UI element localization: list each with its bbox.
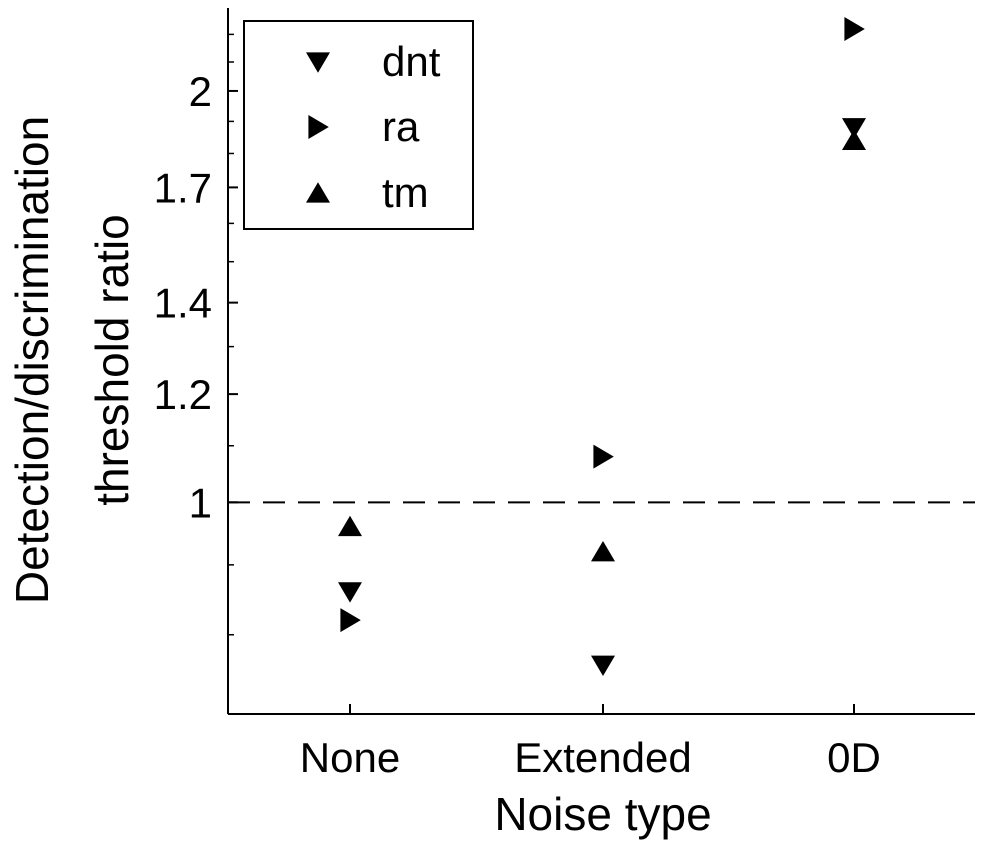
ticks: 1 1.2 1.4 1.7 2 None Extended 0D [154,33,881,781]
x-tick-label: None [300,734,400,781]
data-points [338,17,866,676]
data-point-tm [591,541,615,562]
x-tick-label: 0D [827,734,881,781]
axes [227,8,975,715]
data-point-tm [338,515,362,537]
y-tick-label: 1.4 [154,280,212,327]
legend-label-tm: tm [382,169,429,216]
data-point-ra [593,444,614,469]
y-tick-label: 2 [189,68,212,115]
data-point-ra [844,17,865,42]
data-point-dnt [338,582,362,603]
legend-marker-tm [306,182,330,203]
data-point-dnt [842,118,866,139]
legend-marker-dnt [306,52,330,73]
legend-label-ra: ra [382,103,420,150]
legend: dnt ra tm [243,20,474,230]
data-point-tm [842,129,866,151]
legend-box [243,20,474,230]
y-axis-title-line-1: Detection/discrimination [6,116,58,604]
legend-label-dnt: dnt [382,38,441,85]
x-axis-title: Noise type [494,788,711,840]
legend-marker-ra [308,115,329,139]
axis-titles: Noise type Detection/discrimination thre… [6,116,712,840]
data-point-ra [340,608,361,633]
x-tick-label: Extended [514,734,691,781]
y-axis-title-line-2: threshold ratio [86,214,138,506]
data-point-dnt [591,655,615,676]
y-tick-label: 1 [189,479,212,526]
y-tick-label: 1.7 [154,164,212,211]
y-tick-label: 1.2 [154,371,212,418]
